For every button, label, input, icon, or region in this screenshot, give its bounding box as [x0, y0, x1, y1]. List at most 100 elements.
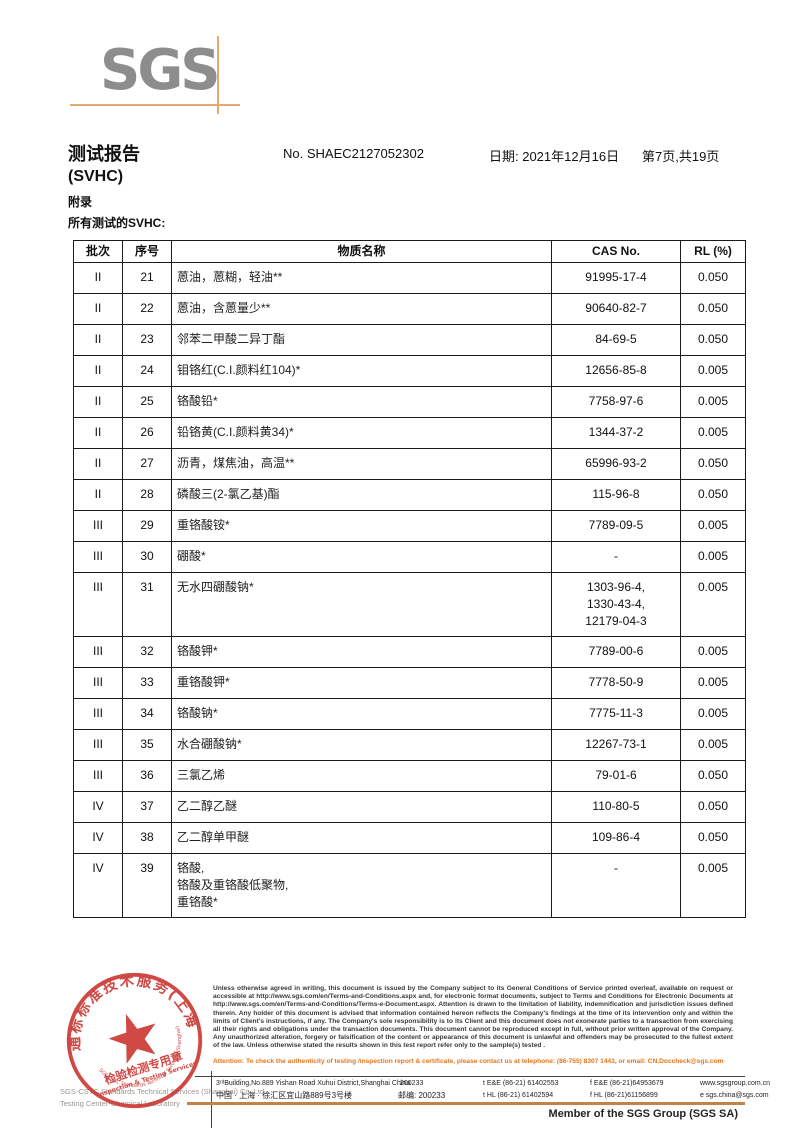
- table-row: II 23 邻苯二甲酸二异丁酯 84-69-5 0.050: [73, 324, 746, 356]
- report-date: 日期: 2021年12月16日: [489, 149, 620, 164]
- page-indicator: 第7页,共19页: [642, 149, 720, 164]
- cell-rl-percent: 0.050: [680, 479, 746, 511]
- cell-substance-name: 磷酸三(2-氯乙基)酯: [171, 479, 552, 511]
- cell-rl-percent: 0.005: [680, 417, 746, 449]
- cell-batch: II: [73, 293, 123, 325]
- cell-substance-name: 乙二醇单甲醚: [171, 822, 552, 854]
- fax-hl: f HL (86-21)61156899: [590, 1092, 658, 1099]
- phone-ee: t E&E (86-21) 61402553: [483, 1080, 559, 1087]
- col-header-batch: 批次: [73, 240, 123, 263]
- cell-cas-number: 7775-11-3: [551, 698, 681, 730]
- cell-rl-percent: 0.050: [680, 293, 746, 325]
- cell-substance-name: 铅铬黄(C.I.颜料黄34)*: [171, 417, 552, 449]
- table-row: IV 39 铬酸, 铬酸及重铬酸低聚物, 重铬酸* - 0.005: [73, 853, 746, 918]
- table-row: IV 37 乙二醇乙醚 110-80-5 0.050: [73, 791, 746, 823]
- svhc-table: 批次 序号 物质名称 CAS No. RL (%) II 21 蒽油，蒽糊，轻油…: [73, 240, 746, 918]
- cell-substance-name: 钼铬红(C.I.颜料红104)*: [171, 355, 552, 387]
- cell-cas-number: -: [551, 853, 681, 918]
- cell-batch: III: [73, 760, 123, 792]
- cell-no: 36: [122, 760, 172, 792]
- stamp-star-icon: [108, 1013, 156, 1064]
- cell-substance-name: 重铬酸铵*: [171, 510, 552, 542]
- cell-batch: II: [73, 324, 123, 356]
- email-link[interactable]: e sgs.china@sgs.com: [700, 1092, 769, 1099]
- cell-cas-number: 79-01-6: [551, 760, 681, 792]
- cell-substance-name: 乙二醇乙醚: [171, 791, 552, 823]
- postcode-english: 200233: [400, 1080, 424, 1087]
- cell-rl-percent: 0.050: [680, 448, 746, 480]
- cell-substance-name: 重铬酸钾*: [171, 667, 552, 699]
- cell-substance-name: 水合硼酸钠*: [171, 729, 552, 761]
- cell-rl-percent: 0.005: [680, 386, 746, 418]
- table-row: II 21 蒽油，蒽糊，轻油** 91995-17-4 0.050: [73, 262, 746, 294]
- cell-no: 31: [122, 572, 172, 637]
- cell-no: 29: [122, 510, 172, 542]
- page-title-svhc: (SVHC): [68, 168, 124, 185]
- cell-substance-name: 三氯乙烯: [171, 760, 552, 792]
- cell-batch: II: [73, 479, 123, 511]
- cell-cas-number: 1344-37-2: [551, 417, 681, 449]
- table-row: III 31 无水四硼酸钠* 1303-96-4, 1330-43-4, 121…: [73, 572, 746, 637]
- postcode-chinese: 邮编: 200233: [398, 1091, 446, 1100]
- table-row: III 32 铬酸钾* 7789-00-6 0.005: [73, 636, 746, 668]
- table-row: III 30 硼酸* - 0.005: [73, 541, 746, 573]
- table-row: II 28 磷酸三(2-氯乙基)酯 115-96-8 0.050: [73, 479, 746, 511]
- logo-crosshair-vertical: [217, 36, 219, 114]
- col-header-rl: RL (%): [680, 240, 746, 263]
- cell-no: 27: [122, 448, 172, 480]
- cell-rl-percent: 0.005: [680, 510, 746, 542]
- cell-cas-number: 7789-00-6: [551, 636, 681, 668]
- website-link[interactable]: www.sgsgroup.com.cn: [700, 1080, 771, 1087]
- cell-cas-number: 7789-09-5: [551, 510, 681, 542]
- cell-cas-number: 84-69-5: [551, 324, 681, 356]
- cell-cas-number: 65996-93-2: [551, 448, 681, 480]
- cell-substance-name: 铬酸, 铬酸及重铬酸低聚物, 重铬酸*: [171, 853, 552, 918]
- cell-rl-percent: 0.050: [680, 822, 746, 854]
- cell-batch: III: [73, 541, 123, 573]
- cell-batch: III: [73, 572, 123, 637]
- cell-no: 37: [122, 791, 172, 823]
- cell-cas-number: 1303-96-4, 1330-43-4, 12179-04-3: [551, 572, 681, 637]
- cell-cas-number: 7758-97-6: [551, 386, 681, 418]
- cell-batch: II: [73, 262, 123, 294]
- appendix-label: 附录: [68, 195, 93, 209]
- cell-batch: III: [73, 636, 123, 668]
- table-row: III 33 重铬酸钾* 7778-50-9 0.005: [73, 667, 746, 699]
- report-number: No. SHAEC2127052302: [283, 146, 424, 161]
- cell-no: 30: [122, 541, 172, 573]
- cell-cas-number: -: [551, 541, 681, 573]
- company-name-line: SGS-CSTC Standards Technical Services (S…: [60, 1087, 267, 1096]
- cell-substance-name: 铬酸钾*: [171, 636, 552, 668]
- cell-cas-number: 91995-17-4: [551, 262, 681, 294]
- table-row: II 26 铅铬黄(C.I.颜料黄34)* 1344-37-2 0.005: [73, 417, 746, 449]
- cell-no: 24: [122, 355, 172, 387]
- cell-rl-percent: 0.005: [680, 729, 746, 761]
- cell-rl-percent: 0.050: [680, 324, 746, 356]
- cell-rl-percent: 0.005: [680, 853, 746, 918]
- cell-rl-percent: 0.005: [680, 541, 746, 573]
- footer-bottom-rule: [187, 1102, 745, 1105]
- cell-cas-number: 90640-82-7: [551, 293, 681, 325]
- table-row: III 36 三氯乙烯 79-01-6 0.050: [73, 760, 746, 792]
- attention-notice: Attention: To check the authenticity of …: [213, 1058, 724, 1065]
- cell-substance-name: 邻苯二甲酸二异丁酯: [171, 324, 552, 356]
- cell-rl-percent: 0.005: [680, 355, 746, 387]
- cell-no: 25: [122, 386, 172, 418]
- cell-cas-number: 110-80-5: [551, 791, 681, 823]
- cell-rl-percent: 0.005: [680, 572, 746, 637]
- cell-substance-name: 沥青，煤焦油，高温**: [171, 448, 552, 480]
- cell-substance-name: 蒽油，蒽糊，轻油**: [171, 262, 552, 294]
- fax-ee: f E&E (86-21)64953679: [590, 1080, 664, 1087]
- cell-rl-percent: 0.050: [680, 262, 746, 294]
- cell-batch: II: [73, 355, 123, 387]
- phone-hl: t HL (86-21) 61402594: [483, 1092, 554, 1099]
- cell-batch: II: [73, 386, 123, 418]
- cell-rl-percent: 0.005: [680, 667, 746, 699]
- sgs-logo: SGS: [100, 38, 221, 103]
- cell-batch: II: [73, 448, 123, 480]
- cell-substance-name: 硼酸*: [171, 541, 552, 573]
- table-row: III 35 水合硼酸钠* 12267-73-1 0.005: [73, 729, 746, 761]
- col-header-substance: 物质名称: [171, 240, 552, 263]
- address-chinese: 中国 · 上海 · 徐汇区宜山路889号3号楼: [216, 1091, 353, 1100]
- cell-no: 23: [122, 324, 172, 356]
